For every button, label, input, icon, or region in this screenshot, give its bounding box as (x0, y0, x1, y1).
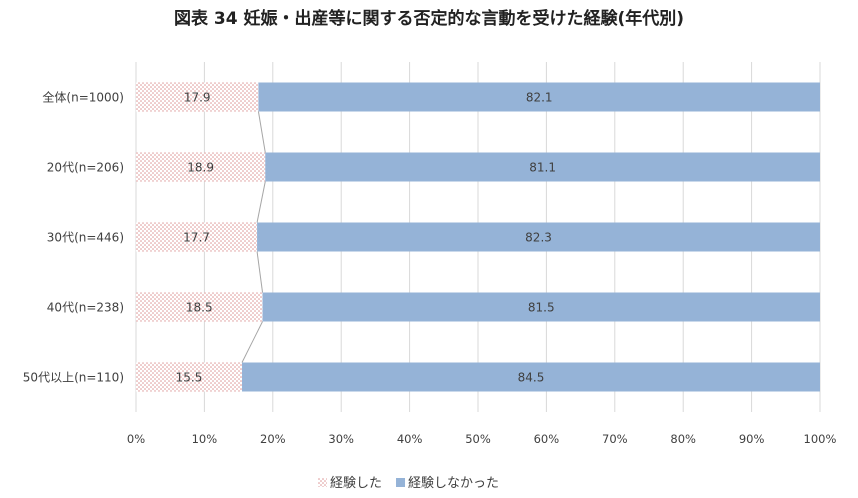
category-label: 30代(n=446) (47, 231, 124, 245)
legend-label: 経験した (330, 476, 382, 491)
series-line (256, 181, 266, 223)
x-tick-label: 0% (127, 432, 145, 446)
category-label: 40代(n=238) (47, 301, 124, 315)
chart-title: 図表 34 妊娠・出産等に関する否定的な言動を受けた経験(年代別) (174, 8, 684, 29)
bar-segment (242, 362, 820, 392)
data-label: 18.5 (186, 301, 213, 315)
x-tick-label: 40% (397, 432, 423, 446)
legend-swatch (396, 478, 406, 487)
bar-segment (136, 152, 266, 182)
category-label: 全体(n=1000) (42, 90, 124, 105)
data-label: 17.9 (184, 91, 211, 105)
x-tick-label: 10% (192, 432, 218, 446)
bar-segment (265, 152, 820, 182)
x-tick-label: 50% (465, 432, 491, 446)
series-line (256, 251, 264, 293)
data-label: 82.3 (525, 231, 552, 245)
category-label: 20代(n=206) (47, 161, 124, 175)
legend-swatch (318, 478, 327, 487)
bar-segment (136, 362, 243, 392)
legend-label: 経験しなかった (408, 476, 499, 491)
series-line (257, 111, 266, 153)
series-line (241, 321, 263, 363)
x-tick-label: 30% (328, 432, 354, 446)
data-label: 17.7 (183, 231, 210, 245)
bar-segment (136, 82, 259, 112)
category-labels: 全体(n=1000) 20代(n=206) 30代(n=446) 40代(n=238)… (23, 90, 124, 385)
x-tick-label: 90% (739, 432, 765, 446)
x-tick-label: 20% (260, 432, 286, 446)
bar-segment (257, 222, 820, 252)
series-lines (241, 111, 266, 363)
data-label: 18.9 (187, 161, 214, 175)
x-axis-ticks: 0% 10% 20% 30% 40% 50% 60% 70% 80% 90% 100% (127, 432, 837, 446)
bar-segment (136, 292, 263, 322)
category-label: 50代以上(n=110) (23, 371, 124, 385)
x-tick-label: 100% (804, 432, 837, 446)
bars: 17.9 82.1 18.9 81.1 17.7 82.3 18.5 81.5 15.5 84.5 (136, 82, 820, 392)
data-label: 81.5 (528, 301, 555, 315)
bar-segment (258, 82, 820, 112)
bar-segment (262, 292, 820, 322)
data-label: 84.5 (518, 371, 545, 385)
legend: 経験した 経験しなかった (318, 476, 499, 491)
x-tick-label: 80% (670, 432, 696, 446)
data-label: 15.5 (176, 371, 203, 385)
x-tick-label: 70% (602, 432, 628, 446)
x-tick-label: 60% (534, 432, 560, 446)
data-label: 82.1 (526, 91, 553, 105)
data-label: 81.1 (529, 161, 556, 175)
bar-segment (136, 222, 258, 252)
